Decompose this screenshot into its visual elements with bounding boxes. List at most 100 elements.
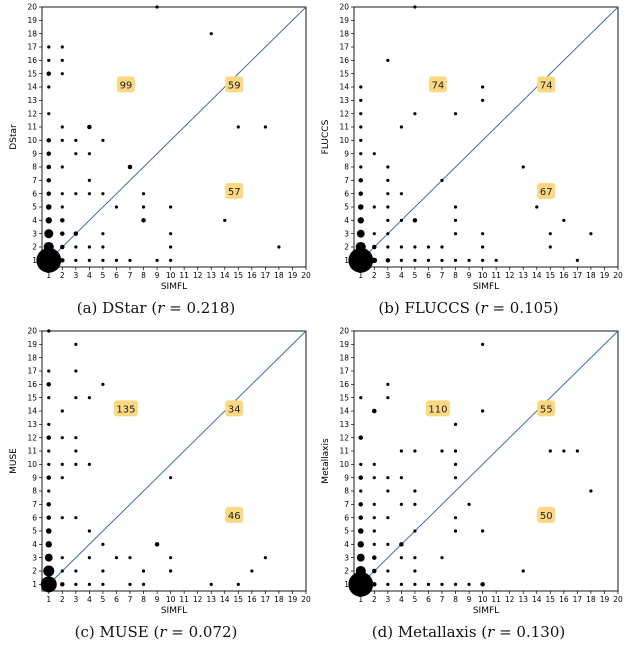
data-point: [74, 569, 78, 573]
data-point: [355, 241, 366, 253]
y-tick-label: 11: [339, 123, 349, 132]
x-tick-label: 6: [426, 271, 431, 280]
diagonal-line: [41, 330, 307, 592]
data-point: [141, 205, 146, 209]
data-point: [440, 245, 444, 249]
y-tick-label: 15: [27, 69, 37, 78]
y-tick-label: 20: [27, 327, 37, 336]
plot-frame: [353, 330, 619, 592]
data-point: [155, 258, 159, 262]
data-point: [250, 569, 254, 573]
data-point: [372, 568, 377, 574]
scatter-plot-metallaxis: 1122334455667788991010111112121313141415…: [321, 327, 623, 616]
data-point: [399, 476, 403, 480]
data-point: [223, 218, 227, 222]
data-point: [372, 555, 377, 560]
data-point: [453, 529, 458, 533]
diagonal-line: [353, 330, 619, 592]
y-tick-label: 9: [32, 149, 37, 158]
data-point: [413, 5, 417, 9]
x-tick-label: 3: [385, 595, 390, 604]
badge-label: 110: [428, 404, 447, 415]
quadrant-count-badge: 110: [425, 400, 450, 417]
data-point: [47, 329, 51, 333]
data-point: [46, 138, 52, 143]
data-point: [413, 258, 417, 262]
x-tick-label: 5: [413, 595, 418, 604]
badge-label: 59: [228, 80, 241, 91]
badge-label: 99: [120, 80, 133, 91]
data-point: [440, 178, 444, 182]
scatter-panel-metallaxis: 1 1 2 2 3 3 4 4 5 5 6 6 7 7 8 8 9 9 10 10 11 11 12 12 13 13 14 14 15…: [312, 324, 625, 649]
y-tick-label: 5: [32, 527, 37, 536]
data-point: [399, 582, 403, 586]
x-tick-label: 13: [518, 595, 528, 604]
data-point: [372, 476, 376, 480]
y-tick-label: 7: [344, 500, 349, 509]
data-point: [45, 541, 52, 548]
x-tick-label: 16: [247, 595, 257, 604]
data-point: [386, 218, 390, 222]
data-point: [548, 232, 552, 236]
data-point: [46, 475, 52, 480]
x-tick-label: 5: [413, 271, 418, 280]
data-point: [74, 369, 78, 373]
x-tick-label: 3: [73, 595, 78, 604]
badge-background: [537, 183, 556, 199]
y-tick-label: 1: [32, 580, 37, 589]
quadrant-count-badge: 59: [225, 76, 244, 93]
y-tick-label: 20: [339, 327, 349, 336]
data-point: [169, 205, 173, 209]
x-tick-label: 10: [166, 595, 176, 604]
x-axis-label: SIMFL: [473, 282, 499, 292]
y-tick-label: 2: [344, 243, 349, 252]
quadrant-count-badge: 74: [537, 76, 556, 93]
data-point: [36, 247, 62, 273]
x-tick-label: 5: [101, 595, 106, 604]
data-point: [87, 396, 91, 400]
data-point: [440, 582, 444, 586]
data-point: [562, 218, 566, 222]
data-point: [372, 516, 376, 520]
caption-metallaxis: (d) Metallaxis (r = 0.130): [312, 623, 625, 641]
x-tick-label: 10: [166, 271, 176, 280]
quadrant-count-badge: 99: [116, 76, 135, 93]
data-point: [453, 112, 458, 116]
data-point: [73, 231, 79, 236]
data-point: [60, 72, 64, 76]
y-tick-label: 3: [344, 553, 349, 562]
quadrant-count-badge: 46: [225, 507, 244, 523]
data-point: [60, 516, 64, 520]
data-point: [372, 232, 376, 236]
y-tick-label: 2: [32, 243, 37, 252]
data-point: [589, 489, 593, 493]
badge-background: [225, 507, 244, 523]
badge-background: [225, 76, 244, 93]
data-point: [426, 582, 431, 586]
badge-background: [225, 183, 244, 199]
y-tick-label: 15: [27, 393, 37, 402]
x-tick-label: 1: [46, 595, 51, 604]
data-point: [386, 569, 390, 573]
y-tick-label: 13: [27, 420, 37, 429]
data-point: [46, 435, 52, 440]
badge-background: [116, 76, 135, 93]
data-point: [589, 232, 593, 236]
data-point: [399, 245, 403, 249]
data-point: [169, 258, 173, 262]
x-tick-label: 4: [87, 595, 92, 604]
data-point: [481, 529, 485, 533]
data-point: [60, 125, 64, 129]
scatter-panel-fluccs: 1 1 2 2 3 3 4 4 5 5 6 6 7 7 8 8 9 9 10 10 11 11 12 12 13 13 14 14 15…: [312, 0, 625, 324]
data-point: [87, 556, 91, 560]
x-tick-label: 18: [274, 271, 284, 280]
data-point: [44, 553, 53, 562]
x-tick-label: 7: [128, 595, 133, 604]
data-point: [399, 542, 404, 547]
data-point: [169, 476, 173, 480]
data-point: [141, 192, 146, 196]
data-point: [399, 218, 403, 222]
x-tick-label: 17: [261, 595, 271, 604]
data-point: [357, 204, 364, 210]
data-point: [359, 85, 363, 89]
